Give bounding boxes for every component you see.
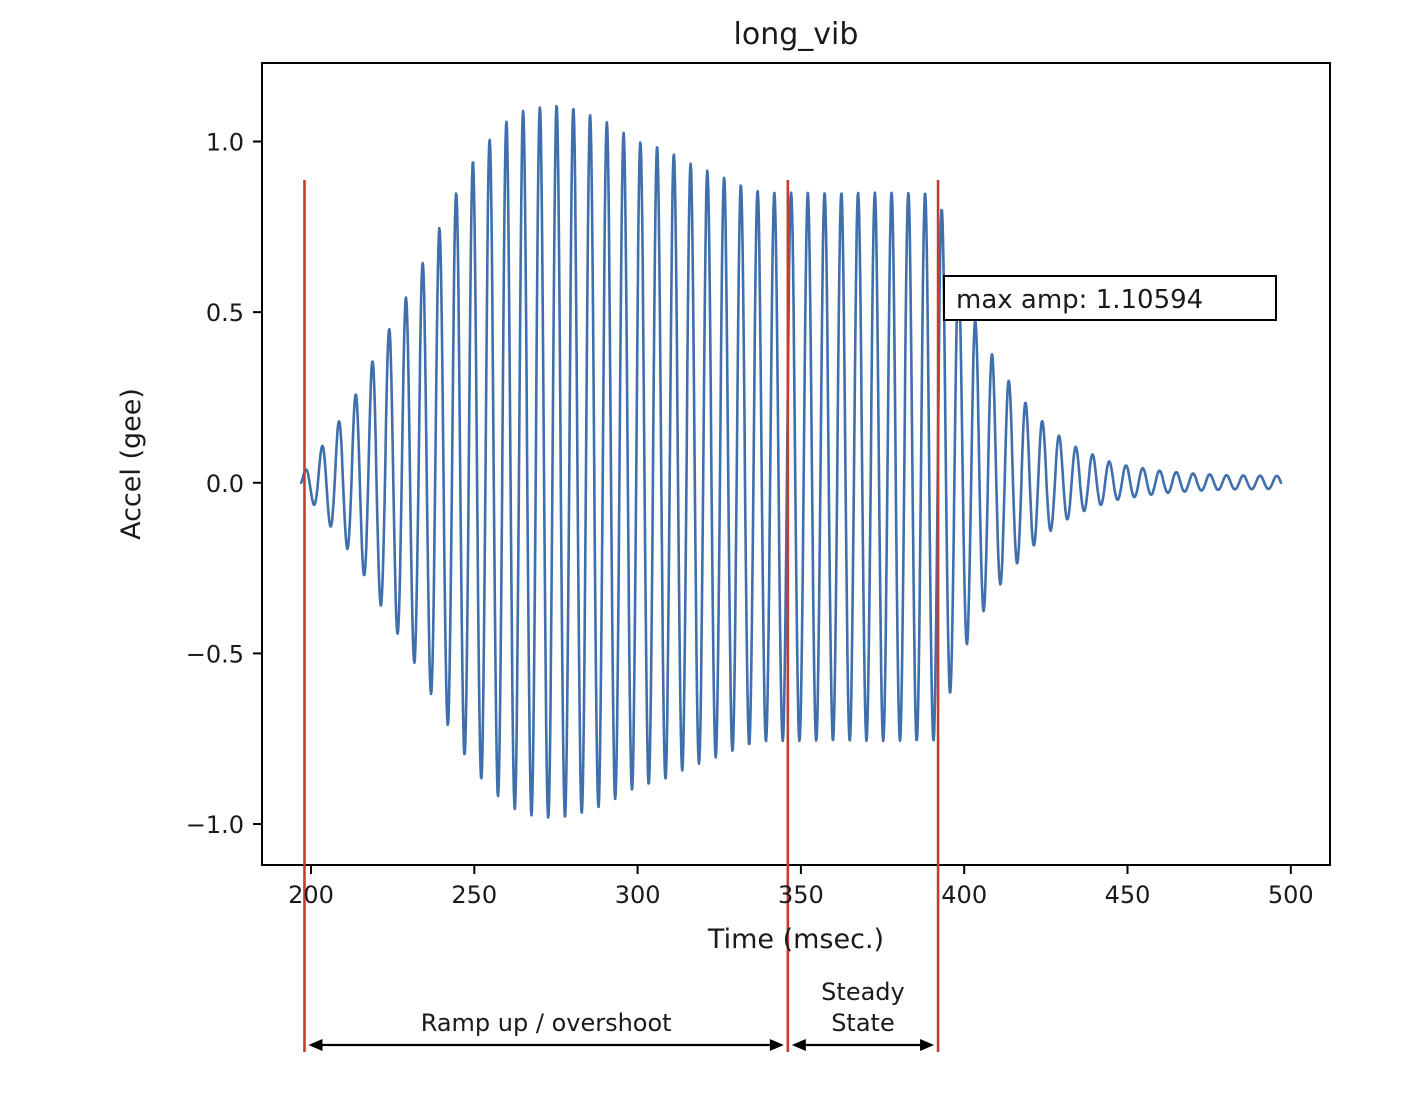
region-label: State (831, 1009, 895, 1037)
x-tick-label: 400 (941, 881, 987, 909)
region-label: Steady (821, 978, 905, 1006)
arrowhead-right-icon (769, 1039, 784, 1051)
arrowhead-left-icon (308, 1039, 323, 1051)
max-amp-annotation-box (943, 275, 1277, 321)
x-tick-label: 250 (451, 881, 497, 909)
x-tick-label: 500 (1268, 881, 1314, 909)
region-label: Ramp up / overshoot (421, 1009, 672, 1037)
waveform-series (299, 104, 1283, 819)
waveform-path (299, 104, 1283, 819)
max-amp-annotation: max amp: 1.10594 (943, 275, 1277, 321)
y-tick-label: −0.5 (186, 640, 244, 668)
x-tick-label: 200 (288, 881, 334, 909)
x-tick-label: 300 (615, 881, 661, 909)
y-axis-label: Accel (gee) (116, 388, 147, 540)
axis-ticks: 200 250 300 350 400 450 500 1.0 0.5 0.0 −0.5 −1.0 (186, 128, 1314, 909)
region-boundary-lines (303, 180, 940, 1052)
x-axis-label: Time (msec.) (707, 924, 884, 955)
arrowhead-left-icon (791, 1039, 806, 1051)
region-annotations: Ramp up / overshoot Steady State (308, 978, 935, 1051)
y-tick-label: 1.0 (206, 128, 244, 156)
y-tick-label: 0.5 (206, 299, 244, 327)
y-tick-label: 0.0 (206, 470, 244, 498)
max-amp-annotation-text: max amp: 1.10594 (956, 285, 1203, 315)
y-tick-label: −1.0 (186, 811, 244, 839)
x-tick-label: 350 (778, 881, 824, 909)
arrowhead-right-icon (920, 1039, 935, 1051)
chart-title: long_vib (734, 17, 859, 52)
x-tick-label: 450 (1105, 881, 1151, 909)
